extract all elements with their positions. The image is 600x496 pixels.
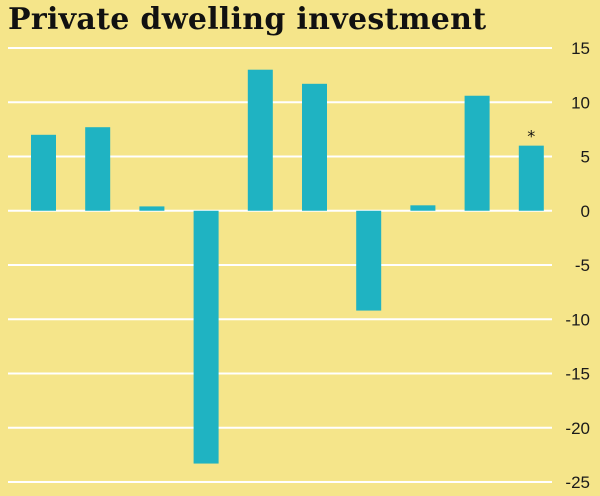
y-tick-label: -5	[575, 256, 590, 275]
y-tick-label: -20	[565, 419, 590, 438]
bar	[193, 210, 219, 464]
bar	[139, 206, 165, 211]
y-tick-label: 5	[581, 148, 590, 167]
bar	[356, 210, 382, 311]
bar	[518, 145, 544, 211]
chart-title: Private dwelling investment	[8, 2, 487, 37]
y-tick-label: 10	[571, 93, 590, 112]
bar	[302, 83, 327, 211]
y-axis-ticks: 15 10 5 0 -5 -10 -15 -20 -25	[565, 39, 590, 492]
bar	[247, 69, 273, 211]
bar-annotations: *	[527, 127, 535, 146]
bar	[410, 205, 436, 211]
y-tick-label: 0	[581, 202, 590, 221]
y-tick-label: -25	[565, 473, 590, 492]
bars	[31, 69, 544, 464]
bar	[31, 134, 56, 211]
y-tick-label: 15	[571, 39, 590, 58]
bar	[464, 95, 490, 211]
y-tick-label: -10	[565, 310, 590, 329]
bar	[85, 127, 111, 211]
y-tick-label: -15	[565, 365, 590, 384]
bar-annotation: *	[527, 127, 535, 146]
